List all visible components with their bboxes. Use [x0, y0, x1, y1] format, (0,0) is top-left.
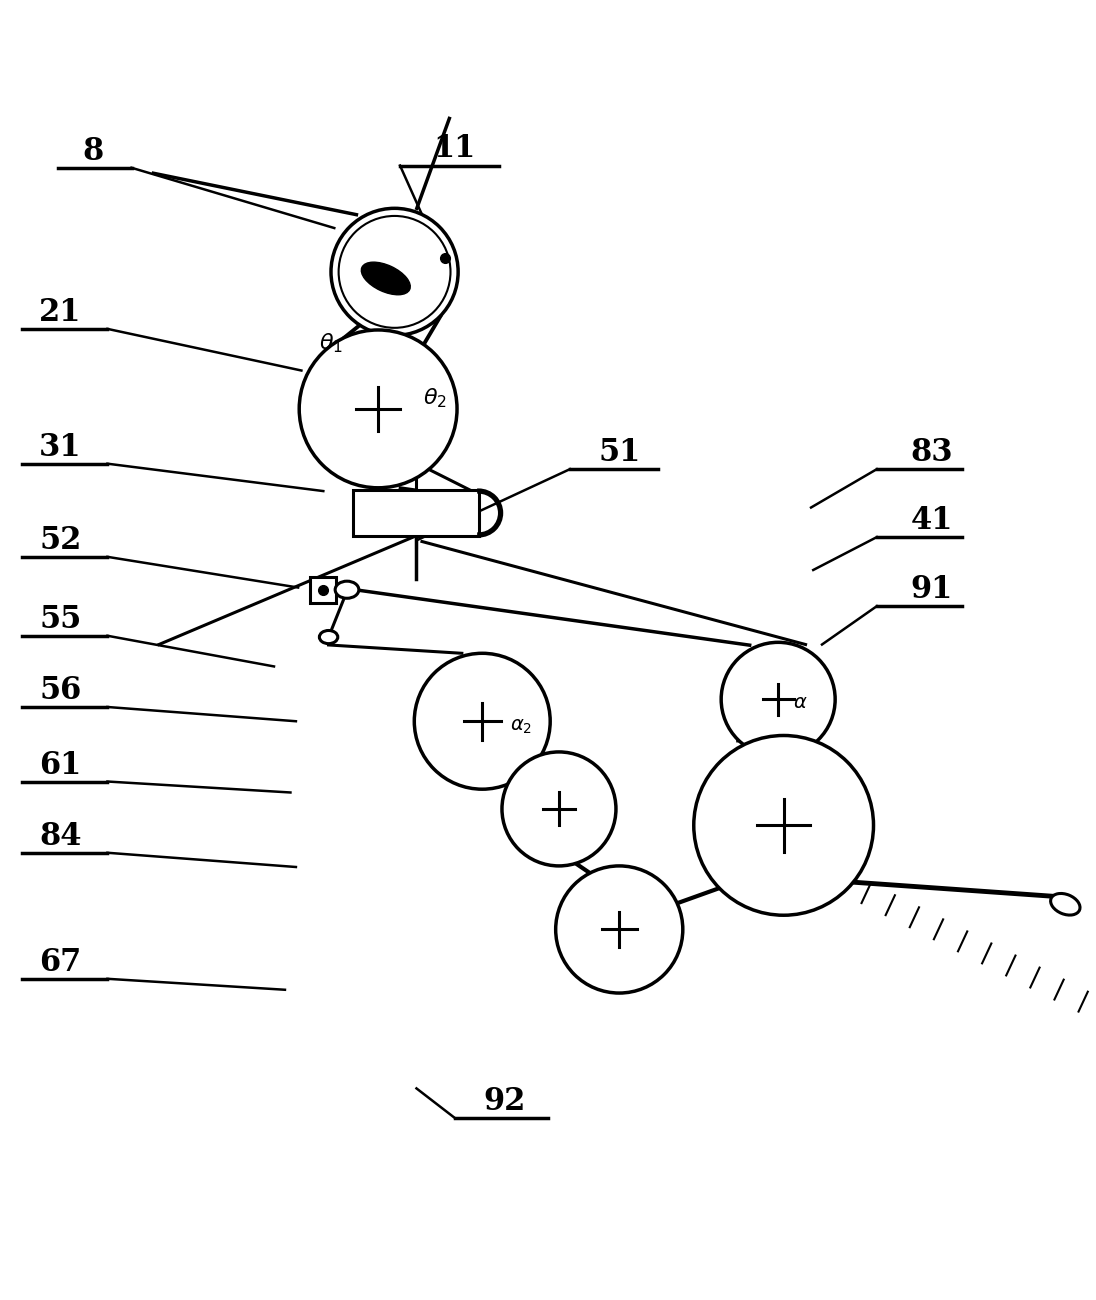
Text: 92: 92 — [483, 1086, 525, 1117]
Ellipse shape — [1051, 893, 1080, 915]
Text: 52: 52 — [39, 525, 81, 556]
Circle shape — [556, 866, 683, 993]
Text: 84: 84 — [39, 820, 81, 852]
Circle shape — [331, 208, 458, 335]
Circle shape — [414, 654, 550, 789]
Ellipse shape — [319, 630, 338, 644]
Ellipse shape — [362, 263, 410, 295]
Text: 11: 11 — [434, 133, 476, 164]
Text: $\theta_1$: $\theta_1$ — [319, 332, 343, 355]
Text: 61: 61 — [39, 750, 81, 780]
Bar — [353, 490, 479, 536]
Wedge shape — [479, 490, 502, 536]
Circle shape — [299, 330, 457, 488]
Text: 31: 31 — [39, 432, 81, 463]
Ellipse shape — [335, 581, 358, 598]
Text: 55: 55 — [39, 603, 81, 634]
Bar — [310, 577, 336, 603]
Text: $\theta_2$: $\theta_2$ — [423, 386, 447, 410]
Text: $\alpha$: $\alpha$ — [792, 694, 808, 711]
Circle shape — [721, 642, 835, 757]
Text: 67: 67 — [39, 946, 81, 978]
Text: 91: 91 — [911, 575, 952, 606]
Text: $\alpha_2$: $\alpha_2$ — [510, 718, 532, 736]
Text: 83: 83 — [911, 437, 952, 468]
Circle shape — [694, 736, 874, 915]
Text: 41: 41 — [911, 506, 952, 536]
Text: 21: 21 — [39, 296, 81, 328]
Text: 56: 56 — [39, 675, 81, 706]
Circle shape — [339, 216, 450, 328]
Text: 51: 51 — [598, 437, 640, 468]
Text: 8: 8 — [82, 135, 104, 166]
Circle shape — [502, 751, 616, 866]
